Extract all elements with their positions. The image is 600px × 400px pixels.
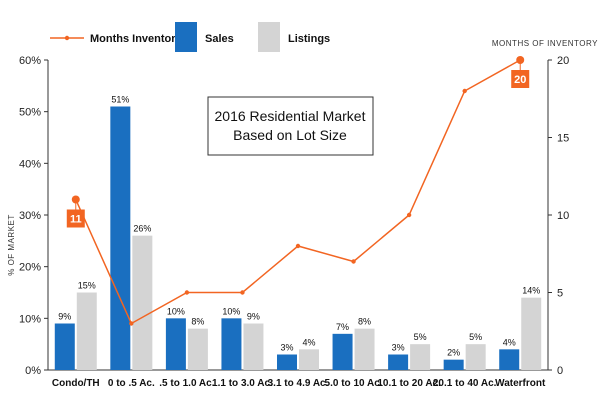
- data-label-listings: 4%: [302, 337, 315, 347]
- x-tick-label: 5.0 to 10 Ac.: [325, 378, 383, 389]
- bar-sales: [443, 359, 464, 370]
- data-label-sales: 2%: [447, 348, 460, 358]
- bar-listings: [410, 344, 431, 370]
- legend-swatch-listings: [258, 22, 280, 52]
- x-tick-label: 20.1 to 40 Ac.: [433, 378, 497, 389]
- x-tick-label: 1.1 to 3.0 Ac.: [212, 378, 273, 389]
- right-tick-label: 0: [557, 365, 563, 377]
- data-label-listings: 9%: [247, 312, 260, 322]
- x-tick-label: 3.1 to 4.9 Ac.: [268, 378, 329, 389]
- line-point: [406, 212, 412, 218]
- data-label-listings: 8%: [191, 317, 204, 327]
- data-label-listings: 8%: [358, 317, 371, 327]
- line-point: [129, 321, 134, 326]
- bar-listings: [243, 323, 264, 370]
- data-label-sales: 4%: [503, 337, 516, 347]
- left-tick-label: 0%: [25, 365, 41, 377]
- callout-box: [511, 70, 530, 88]
- callout-label: 20: [514, 74, 526, 86]
- line-point: [295, 243, 301, 249]
- chart-title-line: Based on Lot Size: [233, 127, 347, 143]
- line-point: [184, 290, 190, 295]
- line-point: [462, 88, 467, 94]
- bar-sales: [277, 354, 297, 370]
- bar-listings: [465, 344, 486, 370]
- data-label-listings: 15%: [78, 281, 96, 291]
- left-tick-label: 40%: [19, 158, 41, 170]
- bar-sales: [499, 349, 520, 370]
- data-label-sales: 3%: [280, 343, 293, 353]
- data-label-listings: 5%: [414, 332, 427, 342]
- bar-listings: [132, 235, 153, 370]
- legend-label-listings: Listings: [288, 33, 330, 45]
- line-point: [240, 290, 245, 295]
- data-label-sales: 9%: [58, 312, 71, 322]
- data-label-sales: 3%: [392, 343, 405, 353]
- bar-sales: [221, 318, 242, 370]
- data-label-sales: 10%: [222, 306, 240, 316]
- x-tick-label: Condo/TH: [52, 378, 100, 389]
- callout-box: [66, 209, 85, 228]
- x-tick-label: 0 to .5 Ac.: [108, 378, 155, 389]
- right-tick-label: 5: [557, 288, 563, 300]
- legend-swatch-sales: [175, 22, 197, 52]
- right-tick-label: 10: [557, 210, 569, 222]
- data-label-sales: 7%: [336, 322, 349, 332]
- right-tick-label: 15: [557, 133, 569, 145]
- bar-listings: [354, 328, 375, 370]
- right-tick-label: 20: [557, 55, 569, 67]
- callout-label: 11: [70, 214, 82, 226]
- data-label-listings: 26%: [133, 224, 151, 234]
- left-tick-label: 10%: [19, 313, 41, 325]
- bar-sales: [165, 318, 186, 370]
- left-axis-title: % OF MARKET: [7, 214, 16, 276]
- bar-listings: [299, 349, 319, 370]
- bar-sales: [388, 354, 409, 370]
- bar-sales: [110, 106, 131, 370]
- left-tick-label: 50%: [19, 107, 41, 119]
- data-label-sales: 10%: [167, 306, 185, 316]
- bar-listings: [521, 297, 542, 370]
- x-tick-label: Waterfront: [495, 378, 546, 389]
- chart-title-line: 2016 Residential Market: [215, 108, 366, 124]
- legend-label-months-inventory: Months Inventory: [90, 33, 183, 45]
- left-tick-label: 20%: [19, 262, 41, 274]
- left-tick-label: 30%: [19, 210, 41, 222]
- legend-line-marker: [64, 35, 70, 41]
- title-box: [207, 96, 374, 156]
- left-tick-label: 60%: [19, 55, 41, 67]
- x-tick-label: .5 to 1.0 Ac.: [159, 378, 214, 389]
- bar-sales: [54, 323, 75, 370]
- data-label-sales: 51%: [111, 95, 129, 105]
- line-point: [351, 259, 356, 264]
- data-label-listings: 14%: [522, 286, 540, 296]
- bar-listings: [187, 328, 208, 370]
- bar-sales: [332, 333, 353, 370]
- x-tick-label: 10.1 to 20 Ac.: [377, 378, 441, 389]
- data-label-listings: 5%: [469, 332, 482, 342]
- legend-label-sales: Sales: [205, 33, 234, 45]
- right-axis-title: MONTHS OF INVENTORY: [492, 39, 598, 48]
- bar-listings: [76, 292, 97, 370]
